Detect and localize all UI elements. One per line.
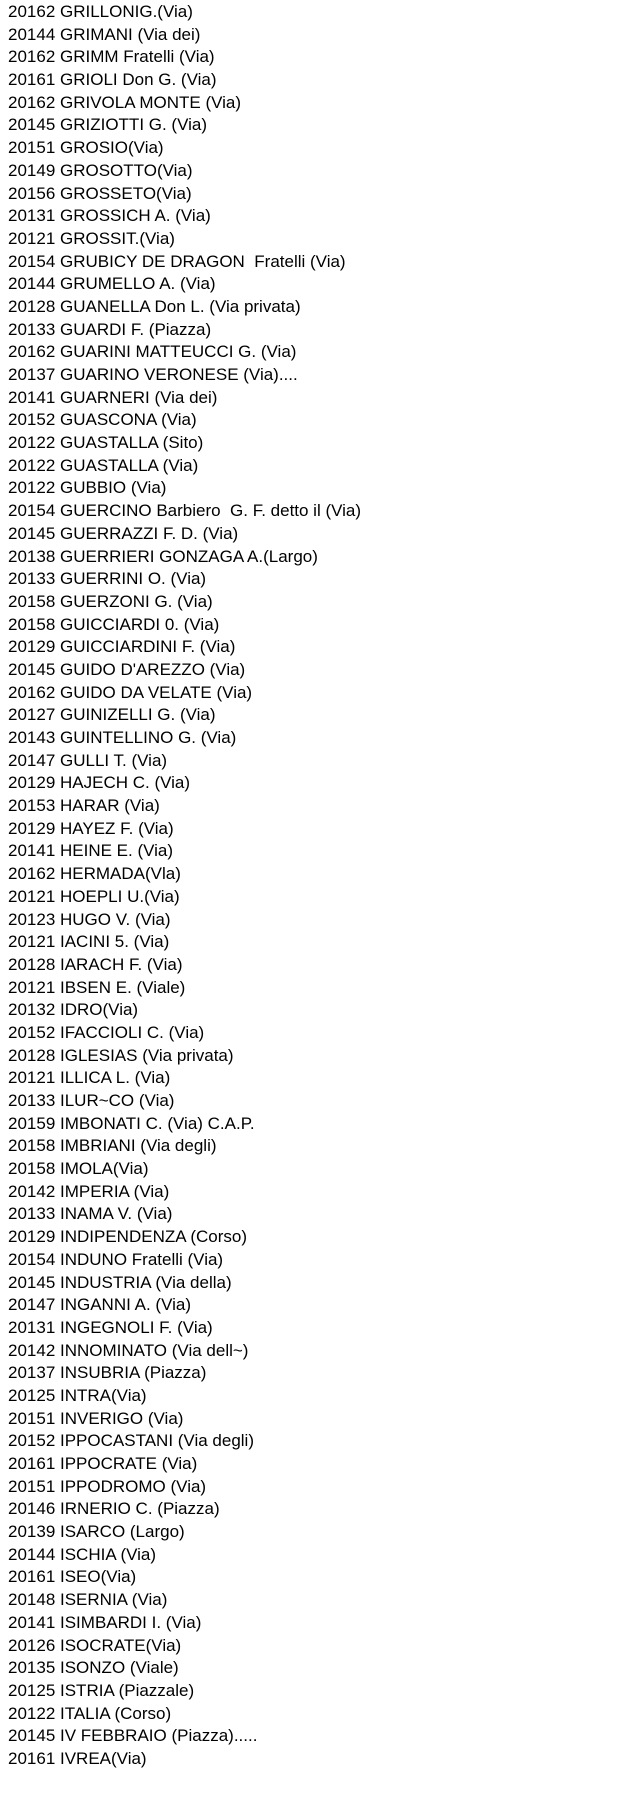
list-item: 20131 GROSSICH A. (Via) bbox=[8, 206, 211, 226]
list-item: 20162 GRIVOLA MONTE (Via) bbox=[8, 92, 242, 112]
list-item: 20162 GRIMM Fratelli (Via) bbox=[8, 47, 215, 67]
list-item: 20126 ISOCRATE(Via) bbox=[8, 1635, 182, 1655]
list-item: 20158 GUICCIARDI 0. (Via) bbox=[8, 614, 220, 634]
list-item: 20154 GUERCINO Barbiero G. F. detto il (… bbox=[8, 501, 362, 521]
list-item: 20141 HEINE E. (Via) bbox=[8, 841, 174, 861]
list-item: 20122 GUASTALLA (Via) bbox=[8, 455, 199, 475]
list-item: 20125 ISTRIA (Piazzale) bbox=[8, 1680, 195, 1700]
list-item: 20144 ISCHIA (Via) bbox=[8, 1544, 157, 1564]
list-item: 20138 GUERRIERI GONZAGA A.(Largo) bbox=[8, 546, 318, 566]
list-item: 20141 ISIMBARDI I. (Via) bbox=[8, 1612, 202, 1632]
list-item: 20131 INGEGNOLI F. (Via) bbox=[8, 1317, 213, 1337]
list-item: 20154 GRUBICY DE DRAGON Fratelli (Via) bbox=[8, 251, 346, 271]
list-item: 20129 GUICCIARDINI F. (Via) bbox=[8, 637, 236, 657]
list-item: 20156 GROSSETO(Via) bbox=[8, 183, 192, 203]
list-item: 20132 IDRO(Via) bbox=[8, 1000, 139, 1020]
list-item: 20159 IMBONATI C. (Via) C.A.P. bbox=[8, 1113, 255, 1133]
list-item: 20121 IACINI 5. (Via) bbox=[8, 932, 170, 952]
list-item: 20161 IVREA(Via) bbox=[8, 1748, 147, 1768]
list-item: 20127 GUINIZELLI G. (Via) bbox=[8, 705, 216, 725]
list-item: 20133 GUERRINI O. (Via) bbox=[8, 569, 207, 589]
list-item: 20161 ISEO(Via) bbox=[8, 1567, 137, 1587]
list-item: 20121 ILLICA L. (Via) bbox=[8, 1068, 171, 1088]
list-item: 20139 ISARCO (Largo) bbox=[8, 1522, 185, 1542]
list-item: 20152 GUASCONA (Via) bbox=[8, 410, 197, 430]
list-item: 20123 HUGO V. (Via) bbox=[8, 909, 171, 929]
list-item: 20135 ISONZO (Viale) bbox=[8, 1658, 179, 1678]
list-item: 20146 IRNERIO C. (Piazza) bbox=[8, 1499, 220, 1519]
list-item: 20128 IARACH F. (Via) bbox=[8, 954, 183, 974]
list-item: 20121 GROSSIT.(Via) bbox=[8, 228, 175, 248]
list-item: 20121 IBSEN E. (Viale) bbox=[8, 977, 186, 997]
list-item: 20141 GUARNERI (Via dei) bbox=[8, 387, 218, 407]
list-item: 20162 GRILLONIG.(Via) bbox=[8, 2, 193, 21]
list-item: 20152 IPPOCASTANI (Via degli) bbox=[8, 1431, 254, 1451]
list-item: 20145 INDUSTRIA (Via della) bbox=[8, 1272, 232, 1292]
list-item: 20133 ILUR~CO (Via) bbox=[8, 1091, 175, 1110]
list-item: 20122 ITALIA (Corso) bbox=[8, 1703, 172, 1723]
list-item: 20128 IGLESIAS (Via privata) bbox=[8, 1045, 234, 1065]
list-item: 20142 INNOMINATO (Via dell~) bbox=[8, 1340, 249, 1360]
list-item: 20133 INAMA V. (Via) bbox=[8, 1204, 173, 1224]
list-item: 20149 GROSOTTO(Via) bbox=[8, 160, 193, 180]
list-item: 20147 GULLI T. (Via) bbox=[8, 750, 168, 770]
list-item: 20137 INSUBRIA (Piazza) bbox=[8, 1363, 207, 1383]
list-item: 20129 HAYEZ F. (Via) bbox=[8, 818, 174, 838]
list-item: 20129 HAJECH C. (Via) bbox=[8, 773, 191, 793]
list-item: 20158 IMOLA(Via) bbox=[8, 1159, 149, 1179]
list-item: 20151 IPPODROMO (Via) bbox=[8, 1476, 207, 1496]
list-item: 20145 GUERRAZZI F. D. (Via) bbox=[8, 523, 239, 543]
list-item: 20143 GUINTELLINO G. (Via) bbox=[8, 728, 237, 747]
list-item: 20145 IV FEBBRAIO (Piazza)..... bbox=[8, 1726, 258, 1746]
list-item: 20145 GRIZIOTTI G. (Via) bbox=[8, 115, 208, 135]
list-item: 20122 GUBBIO (Via) bbox=[8, 478, 167, 498]
list-item: 20161 IPPOCRATE (Via) bbox=[8, 1454, 198, 1473]
list-item: 20145 GUIDO D'AREZZO (Via) bbox=[8, 659, 246, 679]
list-item: 20158 IMBRIANI (Via degli) bbox=[8, 1136, 217, 1156]
list-item: 20133 GUARDI F. (Piazza) bbox=[8, 319, 212, 339]
list-item: 20144 GRIMANI (Via dei) bbox=[8, 24, 201, 44]
list-item: 20122 GUASTALLA (Sito) bbox=[8, 433, 204, 453]
list-item: 20162 GUIDO DA VELATE (Via) bbox=[8, 682, 253, 702]
list-item: 20144 GRUMELLO A. (Via) bbox=[8, 274, 216, 294]
list-item: 20128 GUANELLA Don L. (Via privata) bbox=[8, 296, 301, 316]
list-item: 20137 GUARINO VERONESE (Via).... bbox=[8, 365, 298, 384]
list-item: 20152 IFACCIOLI C. (Via) bbox=[8, 1022, 205, 1042]
list-item: 20154 INDUNO Fratelli (Via) bbox=[8, 1249, 224, 1269]
list-item: 20158 GUERZONI G. (Via) bbox=[8, 591, 213, 611]
list-item: 20153 HARAR (Via) bbox=[8, 796, 160, 816]
list-item: 20151 INVERIGO (Via) bbox=[8, 1408, 184, 1428]
list-item: 20148 ISERNIA (Via) bbox=[8, 1590, 168, 1610]
list-item: 20162 HERMADA(Vla) bbox=[8, 864, 181, 884]
list-item: 20125 INTRA(Via) bbox=[8, 1385, 147, 1405]
list-item: 20162 GUARINI MATTEUCCI G. (Via) bbox=[8, 342, 297, 362]
list-item: 20121 HOEPLI U.(Via) bbox=[8, 886, 180, 906]
list-item: 20151 GROSIO(Via) bbox=[8, 138, 164, 158]
list-item: 20147 INGANNI A. (Via) bbox=[8, 1295, 191, 1315]
list-item: 20161 GRIOLI Don G. (Via) bbox=[8, 70, 217, 90]
list-item: 20142 IMPERIA (Via) bbox=[8, 1181, 170, 1201]
list-item: 20129 INDIPENDENZA (Corso) bbox=[8, 1227, 248, 1247]
